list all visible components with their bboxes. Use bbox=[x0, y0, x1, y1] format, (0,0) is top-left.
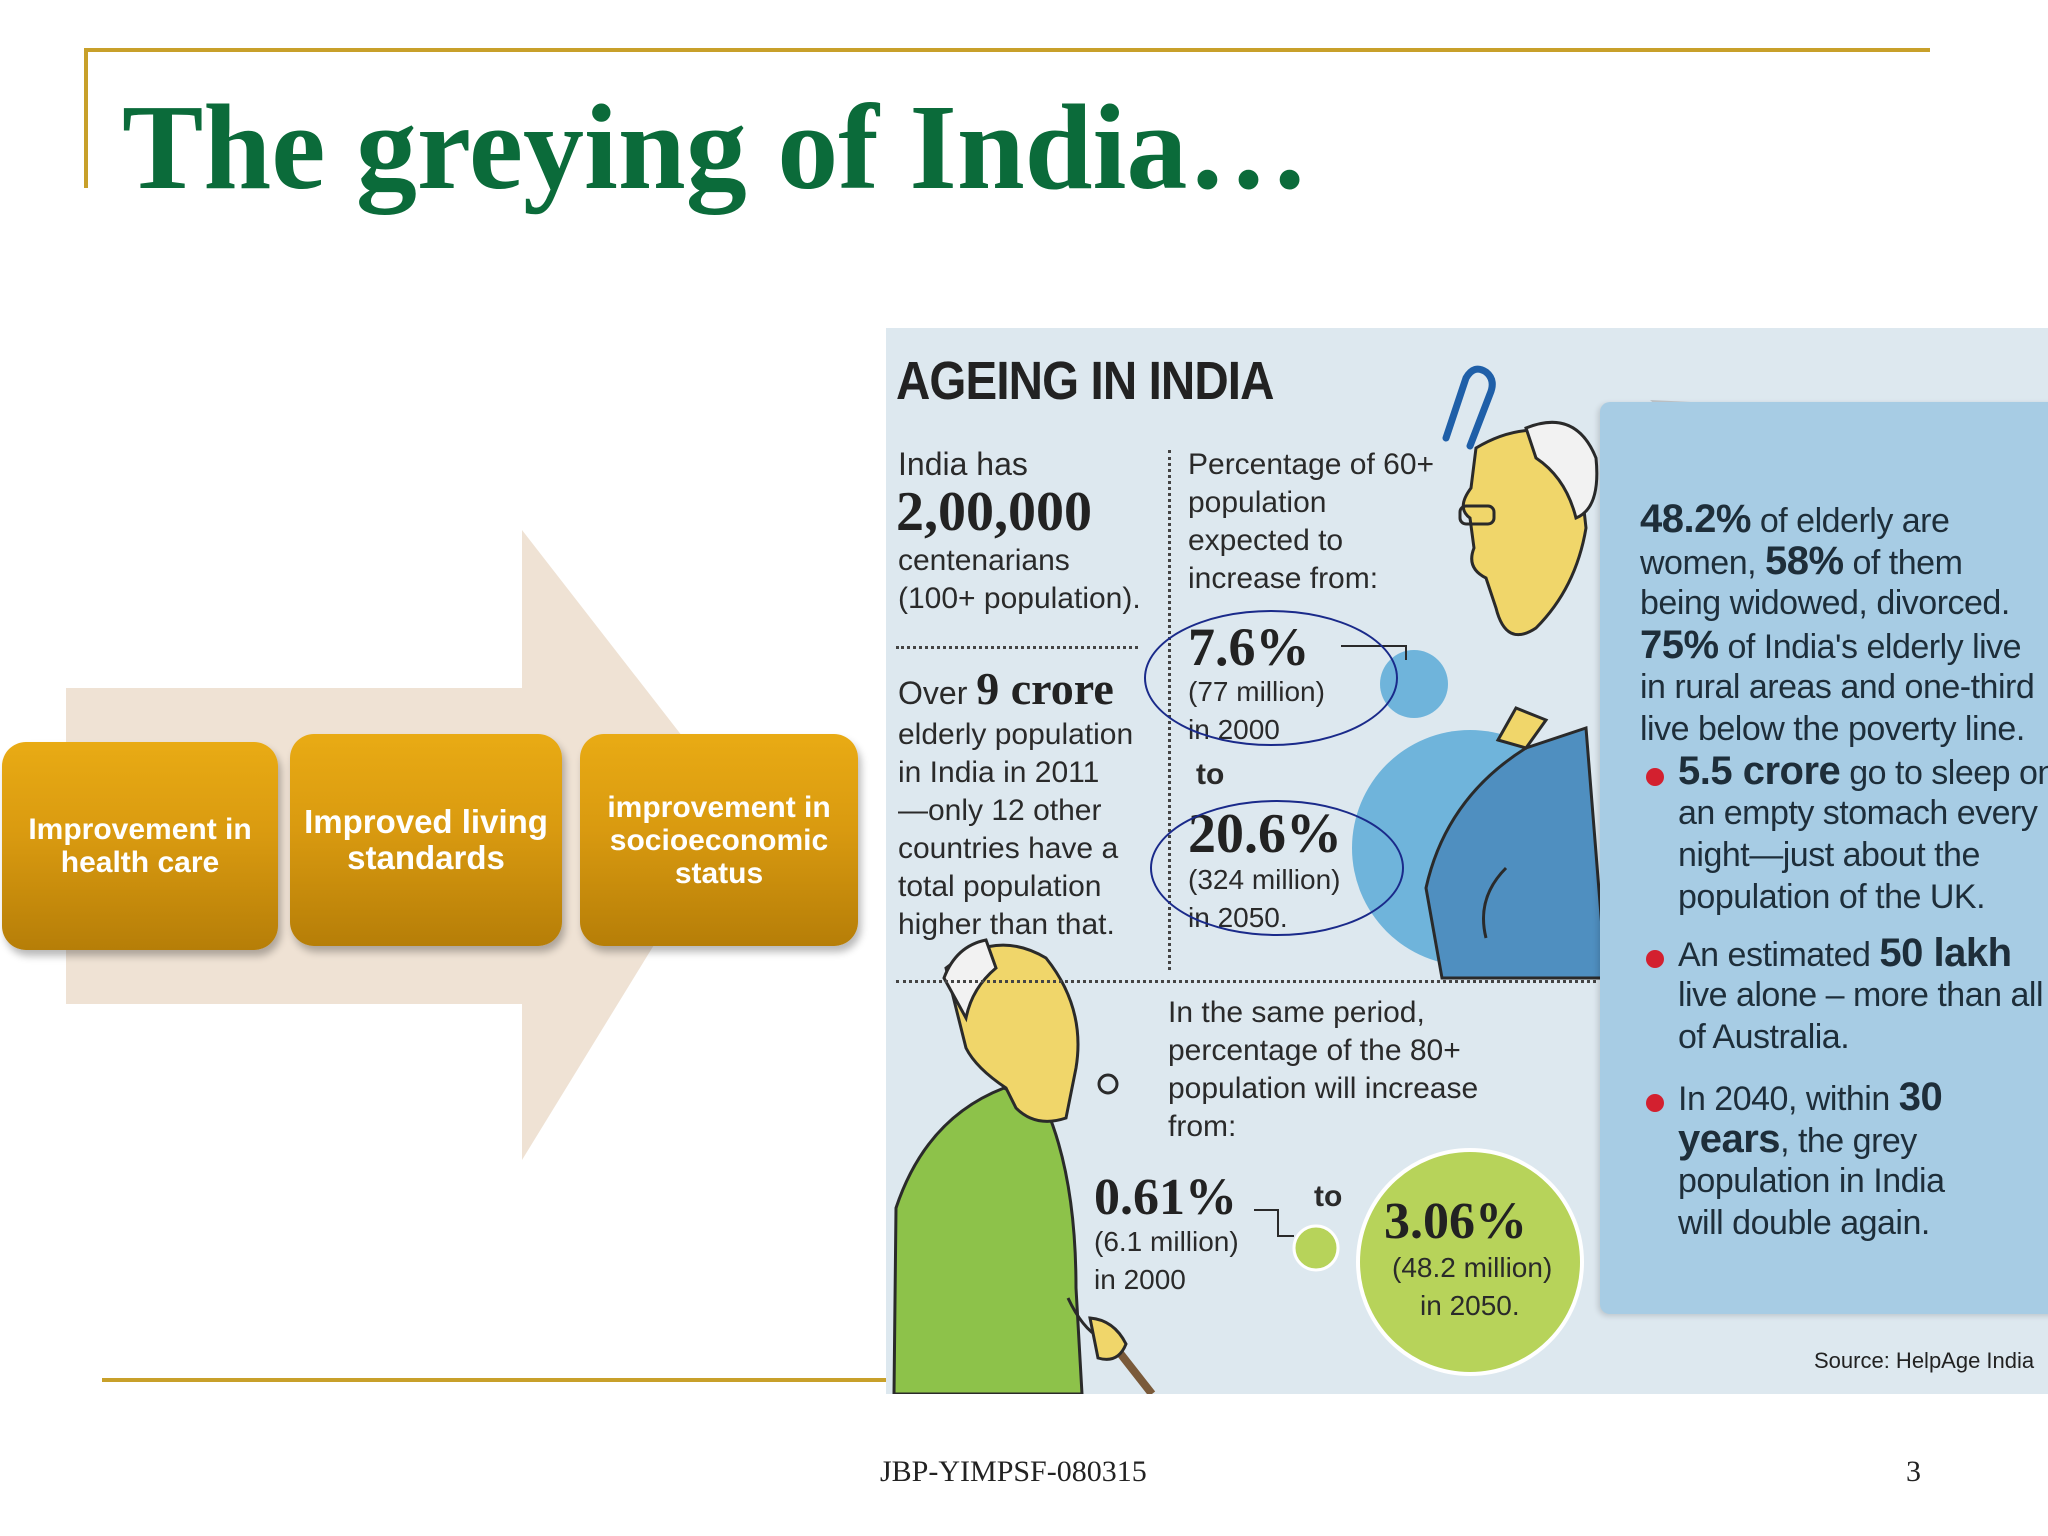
bullet-2040-line: population in India bbox=[1678, 1162, 1945, 1200]
flow-box-label: improvement in socioeconomic status bbox=[607, 790, 831, 890]
text-line: elderly population bbox=[898, 718, 1134, 751]
pct80-from-detail: (6.1 million) bbox=[1094, 1226, 1239, 1257]
pct80-from-year: in 2000 bbox=[1094, 1264, 1186, 1295]
pct80-to-detail: (48.2 million) bbox=[1392, 1252, 1553, 1283]
large-green-bubble bbox=[1356, 1148, 1584, 1376]
top-rule bbox=[84, 48, 1930, 52]
bullet-dot bbox=[1646, 950, 1664, 968]
page-number: 3 bbox=[1906, 1455, 1921, 1488]
bottom-rule bbox=[102, 1378, 888, 1382]
panel-line-women: 48.2% of elderly are bbox=[1640, 497, 1950, 541]
highlight-ellipse-7-6 bbox=[1144, 610, 1398, 746]
paper-clip-icon bbox=[1442, 365, 1496, 450]
bullet-dot bbox=[1646, 768, 1664, 786]
slide-title: The greying of India… bbox=[122, 80, 1310, 215]
text-line: percentage of the 80+ bbox=[1168, 1034, 1461, 1067]
left-rule bbox=[84, 48, 88, 188]
panel-line-widowed: women, 58% of them bbox=[1640, 539, 1963, 583]
infographic-title: AGEING IN INDIA bbox=[896, 351, 1274, 411]
dotted-divider-left bbox=[896, 646, 1138, 649]
dotted-divider-middle bbox=[896, 980, 1596, 983]
bullet-alone-line: live alone – more than all bbox=[1678, 976, 2044, 1014]
bent-man-body bbox=[892, 1086, 1084, 1394]
bullet-hunger: 5.5 crore go to sleep on bbox=[1678, 749, 2048, 793]
pct80-intro: In the same period, percentage of the 80… bbox=[1168, 994, 1478, 1146]
text-line: population bbox=[1188, 486, 1327, 519]
text-line: countries have a bbox=[898, 832, 1119, 865]
text-line: higher than that. bbox=[898, 908, 1115, 941]
bullet-2040-line: will double again. bbox=[1678, 1204, 1930, 1242]
source-credit: Source: HelpAge India bbox=[1814, 1348, 2035, 1373]
text-line: —only 12 other bbox=[898, 794, 1102, 827]
pct60-to-word: to bbox=[1196, 758, 1225, 791]
highlight-ellipse-20-6 bbox=[1150, 800, 1404, 936]
infographic-illustrations bbox=[892, 365, 1770, 1394]
centenarians-label: centenarians bbox=[898, 544, 1070, 577]
pct80-from-value: 0.61% bbox=[1094, 1169, 1237, 1226]
centenarians-intro: India has bbox=[898, 446, 1028, 482]
flow-diagram: Improvement in health care Improved livi… bbox=[0, 520, 880, 1180]
small-green-bubble bbox=[1292, 1224, 1340, 1272]
panel-line-rural: 75% of India's elderly live bbox=[1640, 623, 2022, 667]
elderly-2011-prefix: Over bbox=[898, 675, 968, 711]
small-blue-bubble bbox=[1380, 650, 1448, 718]
pct80-to-value: 3.06% bbox=[1384, 1193, 1527, 1250]
elderly-2011-value: 9 crore bbox=[976, 663, 1114, 714]
elderly-2011-headline: Over 9 crore bbox=[898, 662, 1114, 715]
bullet-alone-line: of Australia. bbox=[1678, 1018, 1850, 1056]
pct60-intro: Percentage of 60+ population expected to… bbox=[1188, 446, 1434, 598]
text-line: in India in 2011 bbox=[898, 756, 1100, 789]
pct80-to-year: in 2050. bbox=[1420, 1290, 1520, 1321]
flow-box-living-standards: Improved living standards bbox=[290, 734, 562, 946]
text-line: increase from: bbox=[1188, 562, 1379, 595]
bullet-hunger-line: night—just about the bbox=[1678, 836, 1980, 874]
flow-box-socioeconomic: improvement in socioeconomic status bbox=[580, 734, 858, 946]
flow-box-health-care: Improvement in health care bbox=[2, 742, 278, 950]
text-line: population will increase bbox=[1168, 1072, 1479, 1105]
text-line: total population bbox=[898, 870, 1102, 903]
pct80-to-word: to bbox=[1314, 1180, 1343, 1213]
text-line: Percentage of 60+ bbox=[1188, 448, 1435, 481]
panel-line-one-third: in rural areas and one-third bbox=[1640, 668, 2035, 706]
flow-box-label: Improved living standards bbox=[304, 803, 548, 876]
text-line: In the same period, bbox=[1168, 996, 1425, 1029]
panel-line-divorced: being widowed, divorced. bbox=[1640, 584, 2010, 622]
bullet-alone: An estimated 50 lakh bbox=[1678, 931, 2012, 975]
centenarians-value: 2,00,000 bbox=[896, 481, 1092, 543]
panel-line-poverty: live below the poverty line. bbox=[1640, 710, 2025, 748]
bullet-2040: In 2040, within 30 bbox=[1678, 1075, 1943, 1119]
elderly-2011-text: elderly population in India in 2011 —onl… bbox=[898, 716, 1133, 944]
flow-box-label: Improvement in health care bbox=[28, 813, 252, 879]
bullet-dot bbox=[1646, 1094, 1664, 1112]
bullet-hunger-line: an empty stomach every bbox=[1678, 794, 2038, 832]
centenarians-note: (100+ population). bbox=[898, 582, 1141, 615]
bullet-hunger-line: population of the UK. bbox=[1678, 878, 1986, 916]
text-line: from: bbox=[1168, 1110, 1237, 1143]
footer-code: JBP-YIMPSF-080315 bbox=[880, 1455, 1147, 1488]
text-line: expected to bbox=[1188, 524, 1344, 557]
facts-panel: 48.2% of elderly are women, 58% of them … bbox=[1600, 402, 2048, 1314]
ageing-infographic: AGEING IN INDIA India has 2,00,000 cente… bbox=[886, 328, 2048, 1394]
bullet-2040-line: years, the grey bbox=[1678, 1117, 1917, 1161]
